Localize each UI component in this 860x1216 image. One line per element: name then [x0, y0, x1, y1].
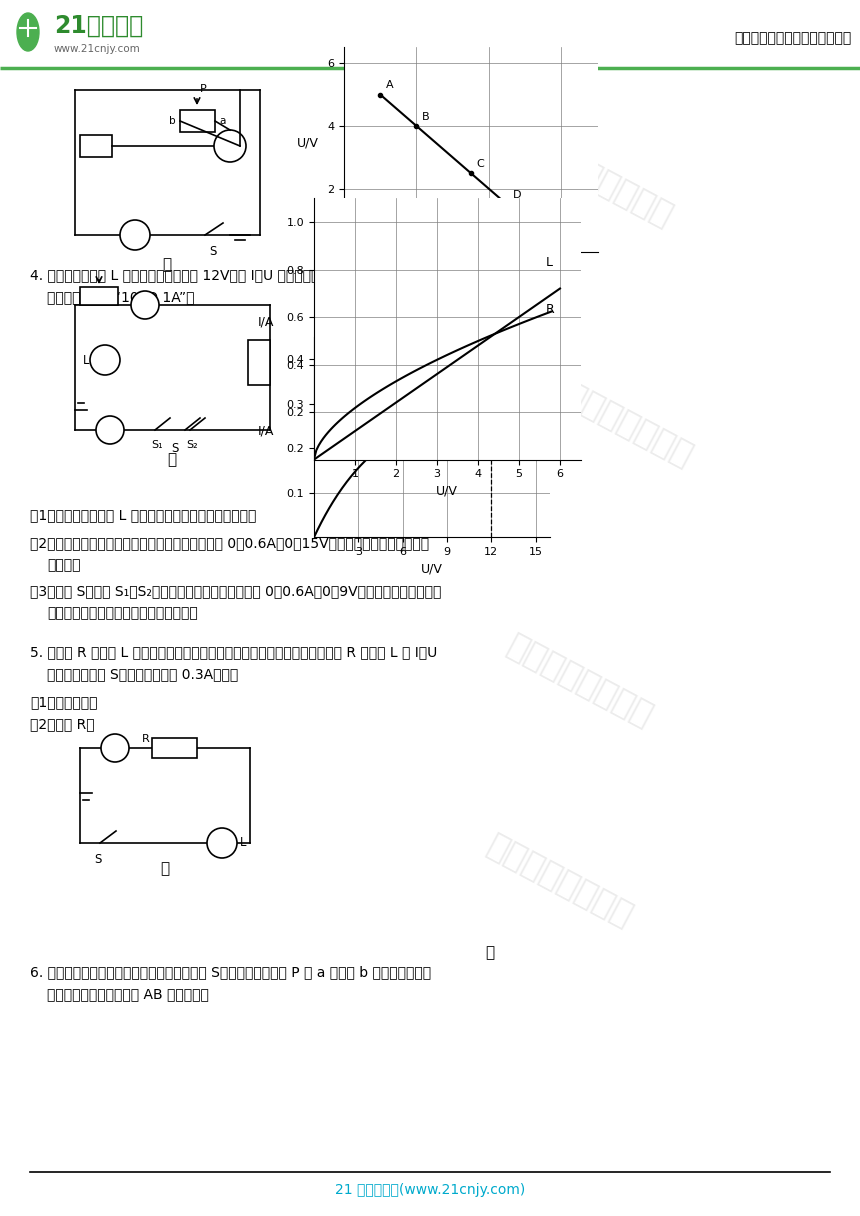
- Text: 滑动变阻器上标有“100Ω 1A”。: 滑动变阻器上标有“100Ω 1A”。: [47, 289, 194, 304]
- Text: （2）开关都闭合，若电流表、电压表的量程分别为 0～0.6A、0～15V，滑动变阻器连入电路的最: （2）开关都闭合，若电流表、电压表的量程分别为 0～0.6A、0～15V，滑动变…: [30, 536, 429, 550]
- Text: L: L: [83, 354, 89, 366]
- Text: A: A: [131, 229, 139, 242]
- Y-axis label: I/A: I/A: [257, 424, 273, 437]
- Text: （1）开关都闭合，灯 L 正常发光，求灯正常发光的电阻。: （1）开关都闭合，灯 L 正常发光，求灯正常发光的电阻。: [30, 508, 256, 522]
- Text: 网络资料请选资料: 网络资料请选资料: [501, 627, 659, 732]
- Text: S₁: S₁: [151, 440, 163, 450]
- Text: 甲: 甲: [161, 861, 169, 876]
- X-axis label: U/V: U/V: [421, 563, 443, 575]
- Text: R₂: R₂: [191, 116, 203, 126]
- Text: R₁: R₁: [90, 141, 102, 151]
- Circle shape: [131, 291, 159, 319]
- X-axis label: I/A: I/A: [463, 277, 479, 289]
- Y-axis label: U/V: U/V: [297, 136, 319, 150]
- Circle shape: [120, 220, 150, 250]
- Text: 甲: 甲: [168, 452, 176, 467]
- Text: 甲: 甲: [163, 257, 171, 272]
- Bar: [152, 738, 197, 758]
- Text: 5. 将电阻 R 和灯泡 L 接在图甲所示的电路中，电源电压保持不变。图乙为电阻 R 和灯泡 L 的 I－U: 5. 将电阻 R 和灯泡 L 接在图甲所示的电路中，电源电压保持不变。图乙为电阻…: [30, 644, 437, 659]
- Text: 全的情况下，求滑动变阻器的取值范围。: 全的情况下，求滑动变阻器的取值范围。: [47, 606, 198, 620]
- Text: 乙: 乙: [485, 945, 494, 959]
- Text: 6. 如图所示，电源电压保持不变。当闭合开关 S，滑动变阻器滑片 P 从 a 端移到 b 端，两电表示数: 6. 如图所示，电源电压保持不变。当闭合开关 S，滑动变阻器滑片 P 从 a 端…: [30, 966, 431, 979]
- Text: a: a: [220, 116, 226, 126]
- Text: 网络资料请选资料: 网络资料请选资料: [522, 128, 679, 232]
- Text: C: C: [476, 159, 484, 169]
- Bar: [80, 287, 118, 305]
- Text: A: A: [106, 423, 114, 437]
- Text: 21世纪教育: 21世纪教育: [54, 15, 144, 38]
- Ellipse shape: [17, 13, 39, 51]
- Text: V: V: [141, 298, 150, 311]
- Text: S: S: [95, 852, 101, 866]
- Text: b: b: [169, 116, 175, 126]
- Text: S: S: [209, 244, 217, 258]
- Text: 图像。闭合开关 S，电流表示数为 0.3A，求：: 图像。闭合开关 S，电流表示数为 0.3A，求：: [47, 668, 238, 681]
- Circle shape: [101, 734, 129, 762]
- Text: R: R: [169, 742, 178, 754]
- X-axis label: U/V: U/V: [436, 485, 458, 497]
- Text: B: B: [422, 112, 429, 122]
- Text: 网络资料请选资料: 网络资料请选资料: [482, 828, 638, 933]
- Text: （2）电阻 R。: （2）电阻 R。: [30, 717, 95, 731]
- Text: A: A: [385, 80, 393, 90]
- Text: 网络资料请选资料: 网络资料请选资料: [542, 368, 698, 472]
- Text: A: A: [111, 742, 120, 754]
- Text: 变化关系用图乙中的线段 AB 表示。求：: 变化关系用图乙中的线段 AB 表示。求：: [47, 987, 209, 1001]
- Circle shape: [90, 345, 120, 375]
- Text: （1）电源电压；: （1）电源电压；: [30, 696, 97, 709]
- Text: P: P: [200, 84, 206, 94]
- Text: 小阻值。: 小阻值。: [47, 558, 81, 572]
- Text: 中小学教育资源及组卷应用平台: 中小学教育资源及组卷应用平台: [734, 30, 852, 45]
- Text: ⊗: ⊗: [214, 834, 230, 852]
- Text: L: L: [545, 255, 553, 269]
- Text: S₂: S₂: [186, 440, 198, 450]
- Text: 乙: 乙: [470, 252, 480, 268]
- Text: （3）闭合 S，断开 S₁、S₂，电流表、电压表量程分别为 0～0.6A、0～9V，在保证电路各元件安: （3）闭合 S，断开 S₁、S₂，电流表、电压表量程分别为 0～0.6A、0～9…: [30, 584, 441, 598]
- Circle shape: [96, 416, 124, 444]
- Circle shape: [207, 828, 237, 858]
- Text: www.21cnjy.com: www.21cnjy.com: [54, 44, 141, 54]
- Text: R: R: [142, 734, 150, 744]
- Text: E: E: [563, 236, 570, 246]
- Text: ⊗: ⊗: [97, 351, 113, 368]
- Text: R: R: [545, 304, 555, 316]
- Circle shape: [214, 130, 246, 162]
- Text: 乙: 乙: [415, 488, 425, 503]
- Text: R: R: [95, 291, 103, 302]
- Bar: [248, 340, 270, 385]
- Bar: [180, 109, 215, 133]
- Text: V: V: [225, 140, 234, 152]
- Y-axis label: I/A: I/A: [257, 316, 273, 330]
- Bar: [80, 135, 112, 157]
- Text: D: D: [513, 190, 521, 201]
- Text: L: L: [240, 837, 247, 850]
- Text: R₀: R₀: [253, 358, 265, 367]
- Text: 4. 如图甲所示，灯 L 正常发光时的电压为 12V，其 I－U 图像如图乙所示，定值电阻 R₀ 的阻值为 10Ω，: 4. 如图甲所示，灯 L 正常发光时的电压为 12V，其 I－U 图像如图乙所示…: [30, 268, 476, 282]
- Text: 21 世纪教育网(www.21cnjy.com): 21 世纪教育网(www.21cnjy.com): [335, 1183, 525, 1197]
- Text: S: S: [171, 441, 179, 455]
